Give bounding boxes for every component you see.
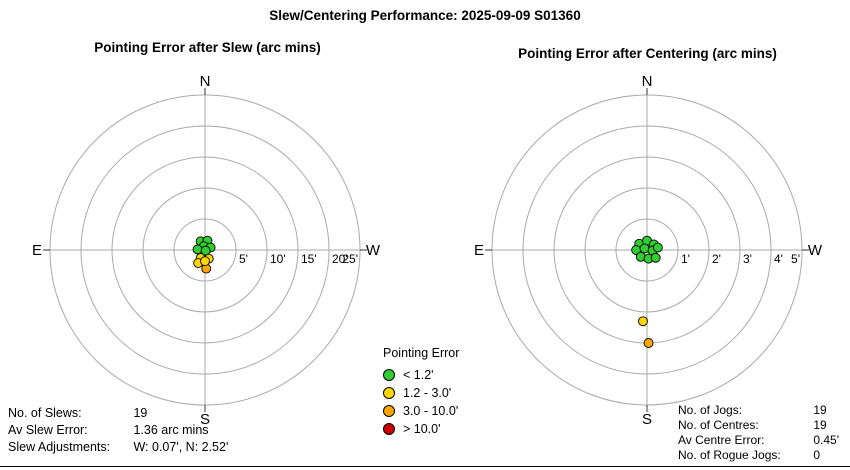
stat-row-centres: No. of Centres: 19 (678, 418, 839, 433)
compass-label-east: E (32, 242, 42, 259)
ring-label: 25' (342, 252, 358, 266)
data-point-green (192, 244, 203, 255)
stat-row-slew-error: Av Slew Error: 1.36 arc mins (8, 422, 228, 439)
centering-stats: No. of Jogs: 19 No. of Centres: 19 Av Ce… (678, 403, 839, 463)
legend-swatch-orange (383, 405, 395, 417)
stat-label: No. of Slews: (8, 406, 82, 420)
legend-item: < 1.2' (383, 366, 459, 384)
stat-row-slew-adjustments: Slew Adjustments: W: 0.07', N: 2.52' (8, 439, 228, 456)
data-point-yellow (200, 256, 210, 267)
data-point-yellow (638, 316, 648, 327)
data-point-green (650, 252, 661, 263)
stat-value: 1.36 arc mins (133, 423, 209, 437)
data-point-green (652, 242, 663, 253)
stat-label: Slew Adjustments: (8, 440, 111, 454)
stat-label: No. of Centres: (678, 418, 759, 432)
legend-item-label: 1.2 - 3.0' (403, 386, 452, 400)
legend-item: 3.0 - 10.0' (383, 402, 459, 420)
ring-label: 15' (301, 252, 317, 266)
data-point-green (639, 243, 650, 254)
slew-stats: No. of Slews: 19 Av Slew Error: 1.36 arc… (8, 405, 228, 456)
stat-row-rogue-jogs: No. of Rogue Jogs: 0 (678, 448, 839, 463)
stat-label: Av Centre Error: (678, 433, 765, 447)
ring-label: 3' (743, 252, 752, 266)
bottom-border (0, 466, 850, 467)
data-point-green (200, 245, 211, 256)
ring-label: 20' (332, 252, 348, 266)
compass-label-west: W (366, 242, 381, 259)
legend: Pointing Error < 1.2' 1.2 - 3.0' 3.0 - 1… (383, 346, 459, 438)
data-point-orange (643, 338, 654, 348)
stat-row-slews: No. of Slews: 19 (8, 405, 228, 422)
legend-swatch-red (383, 423, 395, 435)
centering-polar-plot: N S E W 1' 2' 3' 4' 5' (474, 73, 823, 428)
legend-item: 1.2 - 3.0' (383, 384, 459, 402)
slew-plot-title: Pointing Error after Slew (arc mins) (94, 40, 321, 55)
compass-label-west: W (808, 242, 823, 259)
ring-label: 5' (239, 252, 248, 266)
stat-row-centre-error: Av Centre Error: 0.45' (678, 433, 839, 448)
stat-value: 0.45' (813, 433, 839, 447)
page-title: Slew/Centering Performance: 2025-09-09 S… (269, 8, 581, 23)
legend-swatch-green (383, 369, 395, 381)
stat-row-jogs: No. of Jogs: 19 (678, 403, 839, 418)
stat-value: 0 (813, 448, 821, 462)
ring-label: 5' (791, 252, 800, 266)
compass-label-south: S (200, 411, 210, 428)
slew-polar-plot: N S E W 5' 10' 15' 20'25' (32, 73, 381, 428)
stat-value: 19 (813, 418, 827, 432)
ring-label: 4' (774, 252, 783, 266)
stat-label: Av Slew Error: (8, 423, 88, 437)
ring-label: 1' (681, 252, 690, 266)
legend-swatch-yellow (383, 387, 395, 399)
centering-plot-title: Pointing Error after Centering (arc mins… (518, 46, 777, 61)
legend-title: Pointing Error (383, 346, 460, 360)
legend-item-label: < 1.2' (403, 368, 434, 382)
stat-value: 19 (813, 403, 827, 417)
ring-label: 2' (712, 252, 721, 266)
stat-value: W: 0.07', N: 2.52' (133, 440, 229, 454)
compass-label-north: N (200, 73, 211, 90)
compass-label-north: N (642, 73, 653, 90)
legend-item: > 10.0' (383, 420, 459, 438)
stat-value: 19 (133, 406, 148, 420)
ring-label: 10' (270, 252, 286, 266)
compass-label-east: E (474, 242, 484, 259)
legend-item-label: 3.0 - 10.0' (403, 404, 459, 418)
compass-label-south: S (642, 411, 652, 428)
stat-label: No. of Jogs: (678, 403, 743, 417)
stat-label: No. of Rogue Jogs: (678, 448, 781, 462)
legend-item-label: > 10.0' (403, 422, 441, 436)
